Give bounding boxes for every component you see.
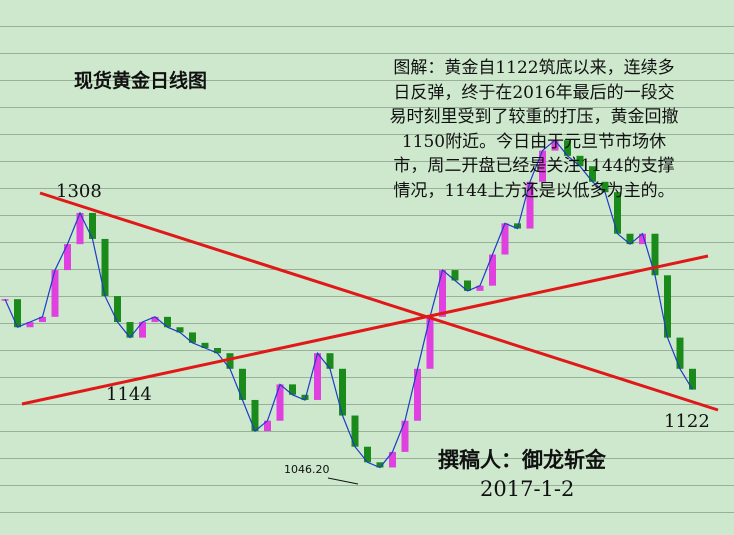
candle — [176, 327, 184, 333]
candle — [364, 446, 371, 463]
candle — [26, 322, 34, 328]
candle — [626, 233, 634, 245]
candle — [464, 280, 471, 291]
pointer-line — [327, 477, 359, 485]
annotation-line: 1150附近。今日由于元旦节市场休 — [401, 131, 667, 152]
candle — [426, 316, 434, 369]
candle — [239, 368, 246, 400]
candle — [101, 238, 109, 297]
candle — [164, 316, 171, 328]
candle — [301, 394, 309, 400]
annotation-line: 日反弹，终于在2016年最后的一段交 — [393, 82, 675, 103]
author: 撰稿人：御龙斩金 — [438, 447, 606, 472]
annotation: 图解：黄金自1122筑底以来，连续多 日反弹，终于在2016年最后的一段交 易时… — [354, 56, 714, 203]
candle — [439, 270, 446, 317]
candle — [14, 299, 21, 328]
candle — [689, 368, 696, 390]
candle — [264, 420, 271, 432]
level-label: 1122 — [664, 411, 710, 432]
candle — [564, 140, 571, 156]
candle — [414, 368, 421, 421]
chart-title: 现货黄金日线图 — [74, 70, 208, 92]
candle — [126, 322, 134, 338]
candle — [339, 368, 346, 416]
level-label: 1308 — [56, 181, 102, 202]
candle — [251, 399, 259, 432]
candle — [226, 353, 234, 369]
candle — [314, 353, 321, 400]
annotation-line: 易时刻里受到了较重的打压，黄金回撤 — [389, 107, 679, 127]
candle — [376, 462, 384, 468]
candle — [76, 212, 84, 245]
price-line — [4, 139, 694, 469]
resistance-line — [39, 191, 719, 412]
candle — [614, 192, 621, 234]
candle — [601, 181, 609, 193]
candle — [476, 285, 484, 291]
candle — [401, 420, 409, 452]
candle — [489, 254, 496, 286]
candle — [39, 316, 46, 323]
candle — [664, 275, 671, 338]
candle — [276, 384, 284, 421]
candle — [64, 244, 71, 271]
candle — [201, 342, 209, 349]
candle — [114, 296, 121, 323]
candle — [589, 166, 596, 182]
annotation-line: 情况，1144上方还是以低多为主的。 — [393, 180, 675, 201]
candle — [501, 223, 509, 255]
annotation-line: 图解：黄金自1122筑底以来，连续多 — [393, 58, 675, 78]
candle — [539, 150, 546, 182]
candle — [451, 270, 459, 281]
candle — [89, 212, 96, 239]
candle — [389, 451, 396, 468]
candle — [526, 181, 534, 229]
level-label: 1144 — [106, 384, 152, 405]
candle — [326, 353, 334, 369]
candle — [214, 348, 221, 354]
candle — [51, 270, 59, 317]
candle — [351, 415, 359, 447]
annotation-line: 市，周二开盘已经是关注1144的支撑 — [393, 156, 675, 176]
candle — [189, 332, 196, 343]
candle — [639, 233, 646, 245]
candle — [576, 155, 584, 167]
candle — [151, 316, 159, 323]
date: 2017-1-2 — [480, 477, 575, 501]
candle — [289, 384, 296, 395]
candle — [551, 140, 559, 151]
candle — [676, 337, 684, 369]
level-label: 1046.20 — [284, 463, 330, 476]
candle — [514, 223, 521, 229]
support-line — [21, 254, 709, 406]
candle — [651, 233, 659, 276]
candle — [139, 322, 146, 338]
